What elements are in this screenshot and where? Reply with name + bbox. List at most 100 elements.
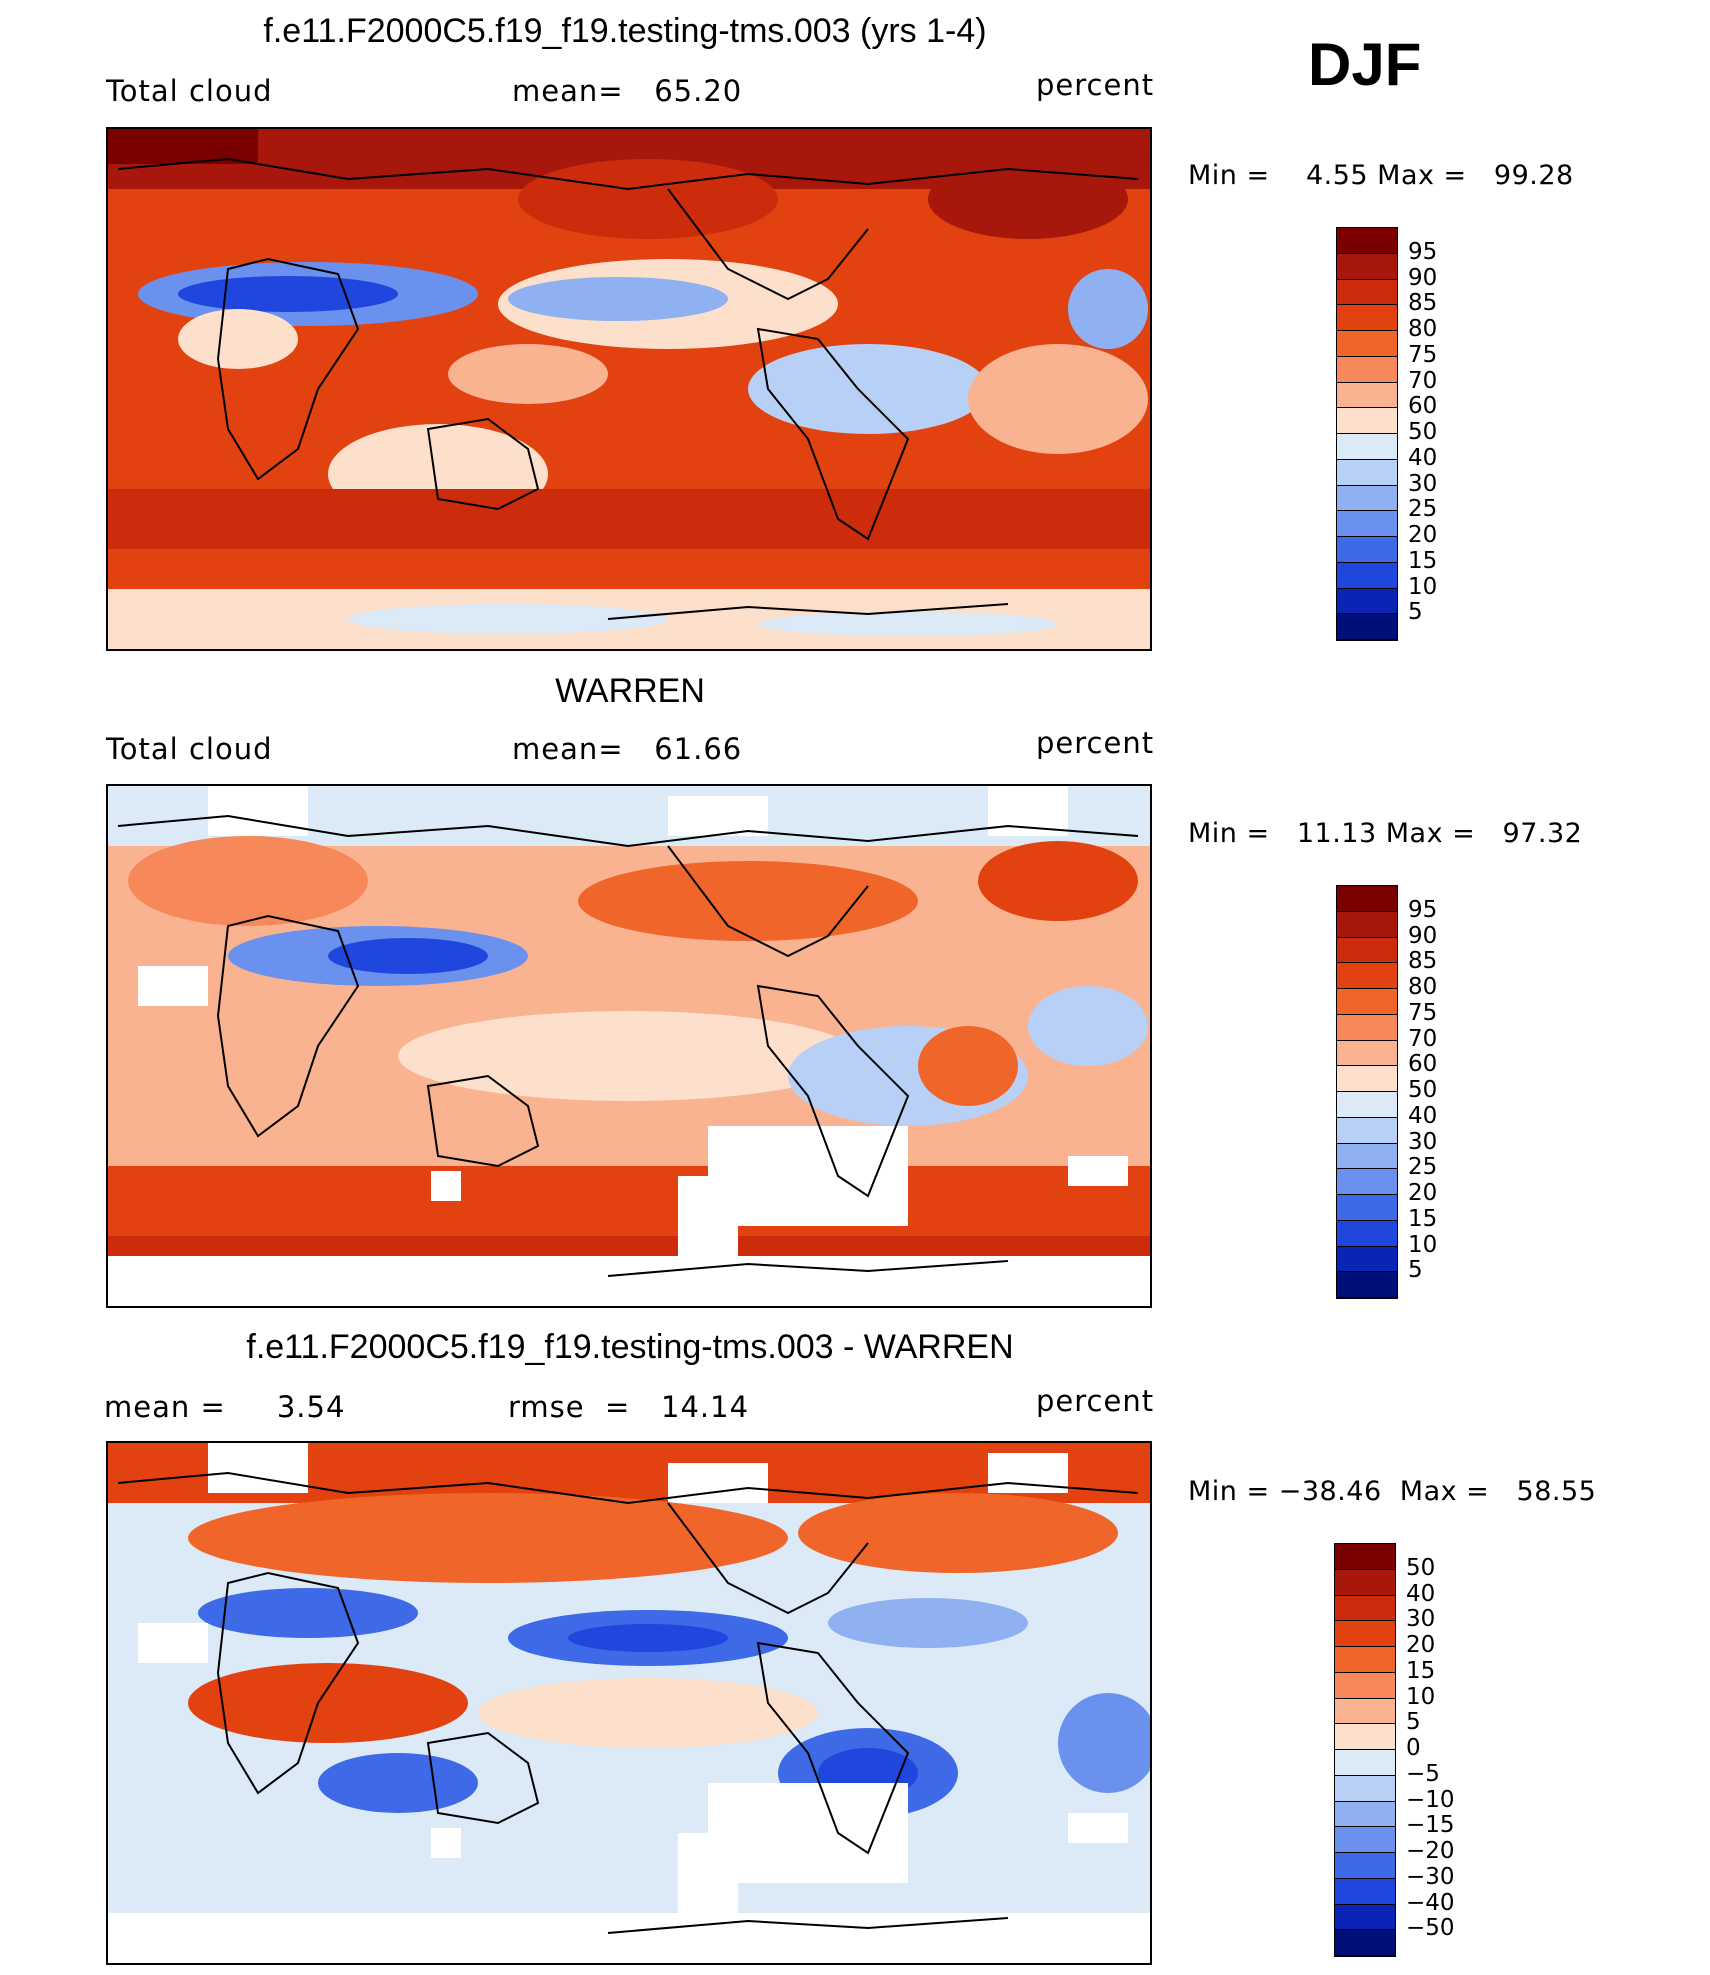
colorbar-tick-label: 40 xyxy=(1408,444,1438,471)
colorbar-swatch xyxy=(1337,485,1397,512)
panel2-colorbar: 95 90 85 80 75 70 60 50 40 30 25 20 15 10 5 xyxy=(1336,885,1536,1299)
panel2-map xyxy=(106,784,1152,1308)
panel2-mean-label: mean= 61.66 xyxy=(512,732,743,766)
panel3-title: f.e11.F2000C5.f19_f19.testing-tms.003 - … xyxy=(246,1328,1014,1366)
panel2-colorbar-swatches xyxy=(1336,885,1398,1299)
colorbar-swatch xyxy=(1337,1220,1397,1247)
colorbar-swatch xyxy=(1337,253,1397,280)
panel3-units-label: percent xyxy=(1036,1384,1155,1418)
colorbar-tick-label: 75 xyxy=(1408,999,1438,1026)
colorbar-tick-label: 95 xyxy=(1408,896,1438,923)
colorbar-tick-label: 40 xyxy=(1406,1580,1436,1607)
colorbar-swatch xyxy=(1335,1672,1395,1699)
colorbar-swatch xyxy=(1335,1904,1395,1931)
colorbar-tick-label: 85 xyxy=(1408,948,1438,975)
colorbar-swatch xyxy=(1337,1092,1397,1118)
colorbar-swatch xyxy=(1337,537,1397,563)
season-label: DJF xyxy=(1308,31,1422,98)
colorbar-tick-label: 10 xyxy=(1408,1231,1438,1258)
colorbar-tick-label: 10 xyxy=(1408,573,1438,600)
colorbar-swatch xyxy=(1337,356,1397,383)
colorbar-tick-label: 70 xyxy=(1408,367,1438,394)
colorbar-swatch xyxy=(1335,1930,1395,1956)
colorbar-swatch xyxy=(1337,1066,1397,1092)
colorbar-tick-label: 60 xyxy=(1408,393,1438,420)
panel3-colorbar: 50 40 30 20 15 10 5 0 −5 −10 −15 −20 −30 −40 −50 xyxy=(1334,1543,1534,1957)
colorbar-tick-label: 50 xyxy=(1408,1077,1438,1103)
colorbar-tick-label: −15 xyxy=(1406,1812,1455,1839)
colorbar-swatch xyxy=(1337,989,1397,1015)
colorbar-tick-label: 15 xyxy=(1408,1205,1438,1232)
colorbar-tick-label: 20 xyxy=(1408,1180,1438,1206)
colorbar-swatch xyxy=(1337,511,1397,537)
panel3-minmax: Min = −38.46 Max = 58.55 xyxy=(1188,1476,1597,1507)
colorbar-swatch xyxy=(1337,459,1397,486)
colorbar-swatch xyxy=(1337,588,1397,615)
panel3-map-field xyxy=(108,1443,1150,1963)
colorbar-swatch xyxy=(1335,1724,1395,1750)
panel1-mean-label: mean= 65.20 xyxy=(512,74,743,108)
colorbar-swatch xyxy=(1335,1878,1395,1905)
colorbar-swatch xyxy=(1337,434,1397,460)
panel3-rmse-label: rmse = 14.14 xyxy=(508,1390,750,1424)
colorbar-tick-label: 75 xyxy=(1408,341,1438,368)
colorbar-swatch xyxy=(1337,228,1397,254)
colorbar-swatch xyxy=(1335,1801,1395,1828)
colorbar-tick-label: 10 xyxy=(1406,1683,1436,1710)
colorbar-swatch xyxy=(1335,1827,1395,1853)
colorbar-tick-label: 5 xyxy=(1408,599,1423,626)
panel1-variable-label: Total cloud xyxy=(106,74,273,108)
colorbar-tick-label: 80 xyxy=(1408,316,1438,342)
colorbar-swatch xyxy=(1335,1750,1395,1776)
colorbar-swatch xyxy=(1337,279,1397,306)
colorbar-tick-label: −30 xyxy=(1406,1863,1455,1890)
colorbar-tick-label: 20 xyxy=(1406,1632,1436,1658)
colorbar-tick-label: 30 xyxy=(1408,470,1438,497)
colorbar-tick-label: 70 xyxy=(1408,1025,1438,1052)
colorbar-tick-label: 85 xyxy=(1408,290,1438,317)
colorbar-swatch xyxy=(1337,382,1397,409)
colorbar-tick-label: 20 xyxy=(1408,522,1438,548)
colorbar-swatch xyxy=(1337,1246,1397,1273)
panel1-colorbar: 95 90 85 80 75 70 60 50 40 30 25 20 15 10 5 xyxy=(1336,227,1536,641)
colorbar-tick-label: −40 xyxy=(1406,1889,1455,1916)
colorbar-swatch xyxy=(1337,886,1397,912)
colorbar-swatch xyxy=(1337,562,1397,589)
colorbar-swatch xyxy=(1337,408,1397,434)
colorbar-swatch xyxy=(1337,1117,1397,1144)
colorbar-tick-label: 40 xyxy=(1408,1102,1438,1129)
colorbar-tick-label: 25 xyxy=(1408,1154,1438,1181)
colorbar-tick-label: 50 xyxy=(1406,1554,1436,1581)
panel1-minmax: Min = 4.55 Max = 99.28 xyxy=(1188,160,1574,191)
panel2-units-label: percent xyxy=(1036,726,1155,760)
colorbar-swatch xyxy=(1337,305,1397,331)
colorbar-tick-label: −50 xyxy=(1406,1915,1455,1942)
colorbar-tick-label: 15 xyxy=(1406,1657,1436,1684)
panel3-colorbar-swatches xyxy=(1334,1543,1396,1957)
colorbar-swatch xyxy=(1335,1647,1395,1673)
colorbar-tick-label: 80 xyxy=(1408,974,1438,1000)
colorbar-tick-label: −5 xyxy=(1406,1760,1440,1787)
panel1-map xyxy=(106,127,1152,651)
panel3-map xyxy=(106,1441,1152,1965)
colorbar-tick-label: −20 xyxy=(1406,1838,1455,1864)
colorbar-tick-label: 90 xyxy=(1408,922,1438,949)
panel1-title: f.e11.F2000C5.f19_f19.testing-tms.003 (y… xyxy=(263,12,987,50)
colorbar-tick-label: 95 xyxy=(1408,238,1438,265)
panel1-colorbar-swatches xyxy=(1336,227,1398,641)
colorbar-tick-label: 90 xyxy=(1408,264,1438,291)
colorbar-swatch xyxy=(1335,1775,1395,1802)
colorbar-swatch xyxy=(1337,1169,1397,1195)
colorbar-swatch xyxy=(1335,1698,1395,1725)
colorbar-swatch xyxy=(1335,1569,1395,1596)
colorbar-swatch xyxy=(1335,1544,1395,1570)
panel3-mean-label: mean = 3.54 xyxy=(104,1390,346,1424)
colorbar-swatch xyxy=(1337,1143,1397,1170)
panel1-units-label: percent xyxy=(1036,68,1155,102)
colorbar-swatch xyxy=(1337,1195,1397,1221)
panel2-map-field xyxy=(108,786,1150,1306)
panel2-title: WARREN xyxy=(555,672,705,710)
colorbar-swatch xyxy=(1335,1595,1395,1622)
colorbar-swatch xyxy=(1337,1014,1397,1041)
colorbar-swatch xyxy=(1337,1040,1397,1067)
